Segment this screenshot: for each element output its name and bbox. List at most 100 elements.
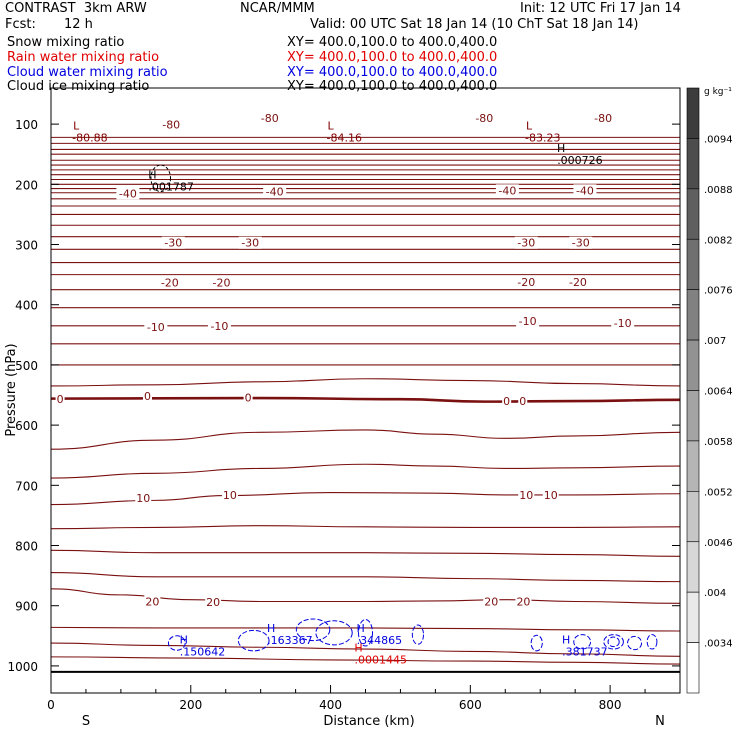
field-name-cloud-water: Cloud water mixing ratio [7, 65, 168, 80]
colorbar-label: .0094 [704, 134, 733, 145]
cloud-water-contour [646, 634, 658, 650]
temperature-contour [51, 549, 680, 557]
contour-label-bg [161, 236, 185, 249]
contour-label-bg [144, 320, 168, 333]
temperature-contour [51, 491, 680, 506]
contour-label: 10 [519, 489, 533, 502]
extremum-value: .000726 [557, 154, 603, 167]
field-xy-rain: XY= 400.0,100.0 to 400.0,400.0 [287, 50, 498, 65]
field-xy-cloud-ice: XY= 400.0,100.0 to 400.0,400.0 [287, 79, 498, 94]
extremum-value: .381737 [562, 646, 608, 659]
contour-label-bg [135, 491, 152, 504]
colorbar-label: .0082 [704, 235, 733, 246]
extremum-symbol: L [327, 120, 334, 133]
contour-label: -10 [147, 321, 165, 334]
contour-label: -10 [519, 315, 537, 328]
extremum-symbol: L [526, 120, 533, 133]
extremum-value: .163367 [267, 634, 313, 647]
cloud-ice-contour [150, 164, 172, 193]
contour-label: 0 [503, 395, 510, 408]
colorbar-segment [686, 591, 700, 643]
valid-time: Valid: 00 UTC Sat 18 Jan 14 (10 ChT Sat … [310, 17, 639, 32]
contour-label-bg [566, 275, 590, 288]
contour-label: 10 [136, 492, 150, 505]
y-tick-label: 400 [15, 299, 38, 313]
colorbar-segment [686, 238, 700, 290]
colorbar-label: .0058 [704, 437, 733, 448]
extremum-value: -80.88 [72, 132, 107, 145]
extremum-value: .0001445 [355, 653, 408, 666]
contour-label: -10 [614, 317, 632, 330]
x-tick-label: 200 [179, 698, 202, 712]
contour-label: -30 [572, 237, 590, 250]
y-tick-label: 1000 [7, 660, 38, 674]
x-tick-label: 0 [47, 698, 55, 712]
colorbar-segment [686, 541, 700, 593]
contour-label: -40 [266, 186, 284, 199]
x-end-label-left: S [82, 714, 90, 729]
contour-label: 0 [519, 395, 526, 408]
x-tick-label: 800 [599, 698, 622, 712]
colorbar-segment [686, 339, 700, 391]
cloud-water-contour [295, 618, 331, 642]
extremum-value: .150642 [180, 646, 226, 659]
contour-label-bg [55, 393, 65, 406]
colorbar: .0094 .0088 .0082 .0076 .007 .0064 .0058 .0052.… [686, 87, 733, 694]
colorbar-segment [686, 138, 700, 190]
colorbar-label: .0046 [704, 538, 733, 549]
extremum-symbol: H [557, 142, 565, 155]
colorbar-label: .004 [704, 588, 726, 599]
contour-label-bg [142, 390, 152, 403]
extremum-value: -83.23 [525, 132, 560, 145]
cloud-water-contour [315, 620, 353, 646]
contour-label: 0 [57, 393, 64, 406]
extremum-symbol: H [267, 622, 275, 635]
contour-label-bg [515, 595, 532, 608]
contour-label: 0 [245, 391, 252, 404]
temperature-contour [51, 378, 680, 387]
field-xy-cloud-water: XY= 400.0,100.0 to 400.0,400.0 [287, 65, 498, 80]
x-tick-label: 400 [319, 698, 342, 712]
y-axis-label: Pressure (hPa) [4, 343, 19, 436]
contour-label-bg [158, 276, 182, 289]
colorbar-segment [686, 440, 700, 492]
extremum-symbol: H [180, 634, 188, 647]
contour-label: 20 [484, 595, 498, 608]
contour-label-bg [472, 112, 496, 125]
colorbar-label: .0052 [704, 487, 733, 498]
cloud-water-contour [358, 619, 373, 647]
contour-label-bg [263, 185, 287, 198]
contour-label: -30 [517, 237, 535, 250]
contour-label-bg [483, 595, 500, 608]
colorbar-label: .0088 [704, 185, 733, 196]
extremum-symbol: H [148, 168, 156, 181]
contour-label: 0 [144, 390, 151, 403]
cloud-water-contour [607, 636, 620, 648]
forecast-hour: 12 h [64, 17, 93, 32]
contour-label-bg [569, 236, 593, 249]
y-tick-label: 100 [15, 118, 38, 132]
contour-label-bg [542, 488, 559, 501]
contour-label: -10 [210, 320, 228, 333]
contour-label-bg [243, 391, 253, 404]
contour-label-bg [238, 236, 262, 249]
contour-label: -20 [161, 276, 179, 289]
colorbar-segment [686, 491, 700, 543]
y-tick-label: 900 [15, 600, 38, 614]
contour-label-bg [205, 596, 222, 609]
colorbar-segment [686, 289, 700, 341]
cloud-water-contour [237, 629, 270, 652]
contour-label: -20 [517, 276, 535, 289]
contour-label-bg [221, 488, 238, 501]
contour-label: 20 [145, 595, 159, 608]
init-time: Init: 12 UTC Fri 17 Jan 14 [520, 1, 681, 16]
forecast-label: Fcst: [5, 17, 36, 32]
contour-label: 20 [516, 595, 530, 608]
temperature-contour [51, 626, 680, 632]
colorbar-label: .0064 [704, 387, 733, 398]
extremum-value: .001787 [148, 180, 194, 193]
contour-label: 10 [223, 489, 237, 502]
field-name-snow: Snow mixing ratio [7, 35, 125, 50]
temperature-contour [51, 525, 680, 530]
contour-label-bg [516, 314, 540, 327]
